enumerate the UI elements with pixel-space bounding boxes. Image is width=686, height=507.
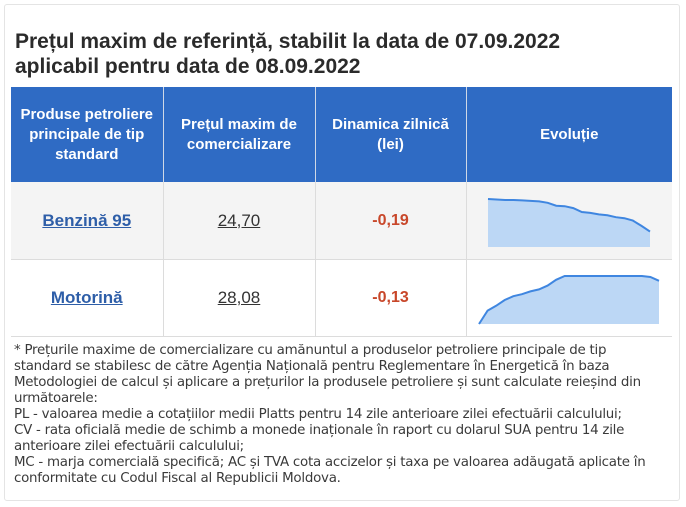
footnote-line: MC - marja comercială specifică; AC și T… [14, 455, 646, 470]
header-delta-line: Dinamica zilnică [332, 115, 449, 133]
header-product: Produse petroliere principale de tip sta… [11, 87, 164, 182]
footnote-line: anterioare zilei efectuării calculului; [14, 439, 244, 454]
sparkline-line [488, 197, 651, 232]
trend-cell [466, 182, 672, 260]
sparkline-motorina [478, 275, 660, 325]
product-link-benzina-95[interactable]: Benzină 95 [42, 210, 132, 230]
header-delta-line: (lei) [377, 135, 404, 153]
price-table: Produse petroliere principale de tip sta… [11, 87, 672, 337]
footnote-line: următoarele: [14, 391, 98, 406]
header-delta: Dinamica zilnică (lei) [315, 87, 467, 182]
footnote-line: conformitate cu Codul Fiscal al Republic… [14, 471, 341, 486]
price-value: 24,70 [217, 210, 261, 230]
header-product-line: Produse petroliere [20, 105, 154, 123]
table-row: Motorină 28,08 -0,13 [11, 259, 672, 337]
product-cell: Benzină 95 [11, 182, 164, 260]
footnote: * Prețurile maxime de comercializare cu … [14, 343, 670, 487]
title-line-2: aplicabil pentru data de 08.09.2022 [15, 55, 361, 78]
header-price: Prețul maxim de comercializare [163, 87, 316, 182]
footnote-line: * Prețurile maxime de comercializare cu … [14, 343, 607, 358]
price-value: 28,08 [217, 288, 261, 307]
sparkline-area [488, 198, 651, 247]
table-header-row: Produse petroliere principale de tip sta… [11, 87, 672, 182]
delta-value: -0,13 [372, 289, 409, 306]
footnote-line: standard se stabilesc de către Agenția N… [14, 359, 610, 374]
table-row: Benzină 95 24,70 -0,19 [11, 182, 672, 260]
header-price-line: Prețul maxim de [181, 115, 297, 133]
sparkline-line [478, 275, 660, 325]
footnote-line: PL - valoarea medie a cotațiilor medii P… [14, 407, 622, 422]
footnote-line: Metodologiei de calcul și aplicare a pre… [14, 375, 641, 390]
product-link-motorina[interactable]: Motorină [50, 288, 123, 307]
header-trend: Evoluție [466, 87, 672, 182]
sparkline-benzina-95 [488, 197, 651, 247]
header-product-line: standard [55, 145, 119, 163]
title-line-1: Prețul maxim de referință, stabilit la d… [15, 30, 561, 53]
price-cell: 24,70 [163, 182, 316, 260]
product-cell: Motorină [11, 259, 164, 337]
header-product-line: principale de tip [29, 125, 145, 143]
delta-cell: -0,19 [315, 182, 467, 260]
sparkline-area [479, 276, 660, 324]
price-cell: 28,08 [163, 259, 316, 337]
footnote-line: CV - rata oficială medie de schimb a mon… [14, 423, 625, 438]
header-price-line: comercializare [186, 135, 292, 153]
delta-value: -0,19 [372, 211, 409, 229]
page-title: Prețul maxim de referință, stabilit la d… [15, 29, 655, 79]
trend-cell [466, 259, 672, 337]
delta-cell: -0,13 [315, 259, 467, 337]
